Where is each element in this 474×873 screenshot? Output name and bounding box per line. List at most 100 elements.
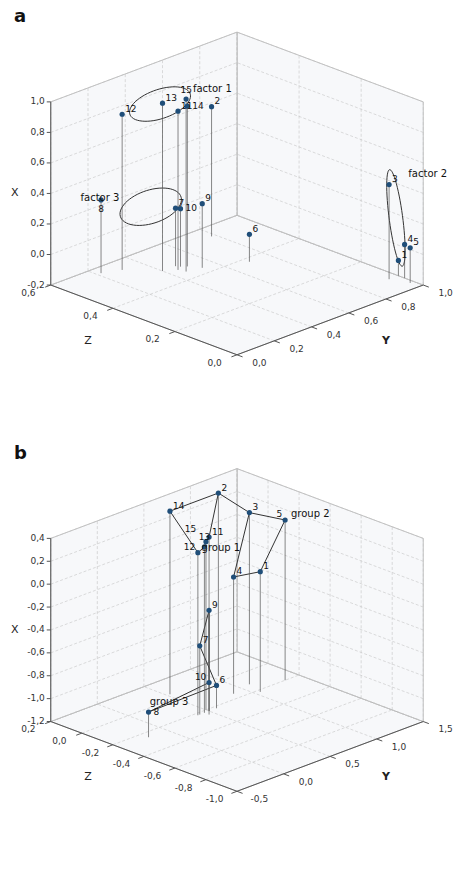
point-label: 8 — [154, 707, 160, 717]
grid-line — [237, 63, 423, 133]
grid-line — [88, 271, 274, 341]
drop-line — [148, 712, 149, 737]
grid-line — [237, 32, 423, 102]
point-label: 1 — [263, 561, 269, 571]
point — [214, 683, 219, 688]
tick-label: 0,4 — [327, 330, 342, 340]
point-label: 4 — [237, 566, 243, 576]
tick — [330, 756, 336, 758]
tick-label: -0,8 — [175, 783, 193, 793]
y-axis-line — [51, 285, 237, 355]
point-label: 8 — [98, 204, 104, 214]
point-label: 1 — [401, 250, 407, 260]
tick-label: 0,2 — [289, 344, 303, 354]
grid-line — [237, 185, 423, 255]
annotation: group 2 — [291, 508, 330, 519]
tick — [107, 745, 113, 747]
tick — [284, 774, 290, 776]
grid-line — [144, 687, 330, 757]
panel: 0,00,20,40,60,81,00,00,20,40,6-0,20,00,2… — [11, 5, 453, 368]
grid-line — [237, 93, 423, 163]
tick — [274, 341, 280, 343]
tick-label: 0,0 — [299, 777, 314, 787]
axis-label: X — [11, 186, 19, 199]
tick — [349, 313, 355, 315]
point — [283, 517, 288, 522]
tick — [47, 538, 51, 539]
point — [402, 242, 407, 247]
drop-line — [389, 185, 390, 280]
grid-line — [190, 669, 376, 739]
point — [209, 104, 214, 109]
tick-label: 0,4 — [30, 188, 45, 198]
drop-line — [122, 114, 123, 270]
point — [197, 643, 202, 648]
grid-line — [51, 93, 237, 163]
tick — [47, 162, 51, 163]
point-label: 9 — [205, 193, 211, 203]
tick — [47, 607, 51, 608]
point — [231, 574, 236, 579]
annotation: group 1 — [202, 542, 241, 553]
grid-line — [143, 503, 144, 686]
grid-line — [330, 503, 331, 686]
point-label: 6 — [220, 675, 226, 685]
point-label: 2 — [215, 96, 221, 106]
point — [146, 709, 151, 714]
tick-label: -0,5 — [251, 794, 269, 804]
tick — [47, 101, 51, 102]
point-label: 11 — [181, 101, 192, 111]
grid-line — [200, 229, 386, 299]
tick — [45, 285, 51, 287]
drop-line — [197, 553, 198, 716]
point — [175, 109, 180, 114]
tick-label: -0,6 — [27, 647, 45, 657]
drop-line — [249, 513, 250, 685]
grid-line — [51, 215, 237, 285]
panel-title: a — [14, 5, 26, 26]
grid-line — [51, 32, 237, 102]
drop-line — [285, 520, 286, 680]
point-label: 10 — [186, 203, 198, 213]
tick-label: 0,2 — [145, 334, 159, 344]
point-label: 5 — [413, 237, 419, 247]
drop-line — [218, 493, 219, 676]
tick-label: -0,6 — [144, 771, 162, 781]
tick — [138, 756, 144, 758]
point — [200, 201, 205, 206]
axis-label: Z — [84, 770, 92, 783]
tick-label: 1,0 — [392, 742, 407, 752]
point-label: 3 — [392, 174, 398, 184]
tick-label: -0,2 — [27, 280, 45, 290]
drop-line — [249, 234, 250, 261]
drop-line — [216, 685, 217, 708]
tick — [377, 739, 383, 741]
tick — [47, 285, 51, 286]
drop-line — [178, 111, 179, 270]
tick-label: 0,0 — [252, 358, 267, 368]
drop-line — [169, 511, 170, 694]
tick-label: -0,4 — [27, 624, 45, 634]
tick-label: 0,6 — [30, 157, 45, 167]
point-label: 12 — [125, 104, 136, 114]
point-label: 13 — [199, 532, 210, 542]
axis-label: Y — [381, 334, 391, 347]
point-label: 5 — [277, 509, 283, 519]
tick-label: 0,5 — [345, 759, 359, 769]
grid-line — [190, 486, 191, 669]
tick-label: 0,6 — [364, 316, 379, 326]
point — [167, 509, 172, 514]
point — [408, 245, 413, 250]
grid-line — [237, 32, 238, 215]
point — [258, 569, 263, 574]
drop-line — [233, 577, 234, 694]
drop-line — [204, 547, 205, 713]
grid-line — [97, 704, 283, 774]
tick-label: 0,8 — [401, 302, 416, 312]
tick-label: -1,2 — [27, 716, 45, 726]
drop-line — [202, 204, 203, 268]
tick — [47, 561, 51, 562]
tick-label: 1,5 — [438, 724, 452, 734]
grid-line — [237, 285, 423, 355]
grid-line — [237, 629, 423, 699]
